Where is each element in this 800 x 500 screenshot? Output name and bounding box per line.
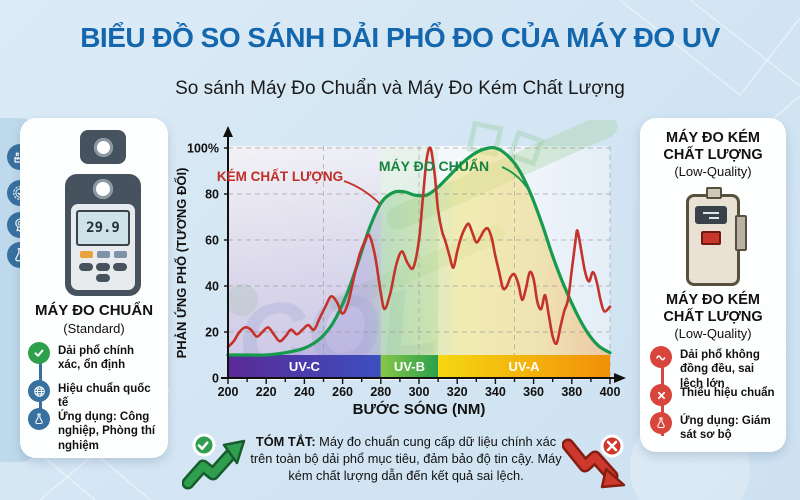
summary-text: TÓM TẮT: Máy đo chuẩn cung cấp dữ liệu c… (250, 434, 562, 483)
lowquality-subtitle-top: (Low-Quality) (674, 164, 752, 179)
series-standard (226, 145, 612, 357)
svg-text:UV-B: UV-B (394, 359, 425, 374)
band-UV-C (228, 355, 381, 378)
meter-buttons (71, 251, 135, 258)
svg-text:200: 200 (218, 385, 239, 399)
feature-text: Ứng dụng: Giám sát sơ bộ (680, 415, 771, 442)
svg-text:260: 260 (332, 385, 353, 399)
lowquality-title: MÁY ĐO KÉM CHẤT LƯỢNG (663, 292, 763, 325)
page-title: BIỂU ĐỒ SO SÁNH DẢI PHỔ ĐO CỦA MÁY ĐO UV (80, 22, 720, 53)
trend-down-icon (562, 434, 626, 489)
svg-text:UV-A: UV-A (509, 359, 541, 374)
spectrum-chart-svg: COL UV-CUV-BUV-A200220240260280300320340… (174, 114, 626, 418)
svg-text:280: 280 (370, 385, 391, 399)
lowquality-subtitle: (Low-Quality) (674, 326, 752, 341)
x-axis-label: BƯỚC SÓNG (NM) (353, 400, 486, 418)
globe-icon (28, 380, 50, 402)
svg-text:60: 60 (205, 234, 219, 248)
svg-text:80: 80 (205, 188, 219, 202)
flask-icon (650, 412, 672, 434)
feature-text: Hiệu chuẩn quốc tế (58, 383, 151, 410)
band-UV-A (438, 355, 610, 378)
svg-text:220: 220 (256, 385, 277, 399)
meter-keys (71, 263, 135, 282)
svg-text:320: 320 (447, 385, 468, 399)
flask-icon (28, 408, 50, 430)
feature-text: Dải phổ chính xác, ổn định (58, 345, 135, 372)
svg-text:100%: 100% (187, 142, 219, 156)
svg-text:380: 380 (561, 385, 582, 399)
x-icon (650, 384, 672, 406)
summary-label: TÓM TẮT: (255, 434, 316, 449)
svg-text:40: 40 (205, 280, 219, 294)
standard-meter-title: MÁY ĐO CHUẨN (34, 302, 154, 319)
svg-text:20: 20 (205, 326, 219, 340)
svg-text:340: 340 (485, 385, 506, 399)
legend-standard: MÁY ĐO CHUẨN (379, 157, 489, 174)
meter-lcd: 29.9 (76, 210, 130, 246)
svg-text:360: 360 (523, 385, 544, 399)
lowquality-screen (695, 206, 727, 224)
svg-text:240: 240 (294, 385, 315, 399)
wave-icon (650, 346, 672, 368)
standard-meter-panel: 29.9 MÁY ĐO CHUẨN (Standard) Dải phổ chí… (20, 118, 168, 458)
lowquality-title-top: MÁY ĐO KÉM CHẤT LƯỢNG (663, 130, 763, 163)
meter-sensor (93, 179, 113, 199)
sensor-cap-image (80, 130, 126, 164)
trend-up-icon (182, 433, 246, 490)
band-UV-B (380, 355, 439, 378)
sensor-lens (93, 137, 113, 157)
feature-text: Dải phổ không đồng đều, sai lệch lớn (680, 349, 760, 390)
check-icon (28, 342, 50, 364)
svg-text:0: 0 (212, 372, 219, 386)
svg-text:300: 300 (409, 385, 430, 399)
meter-face: 29.9 (71, 204, 135, 290)
feature-text: Ứng dụng: Công nghiệp, Phòng thí nghiệm (58, 411, 156, 452)
standard-meter-image: 29.9 (65, 174, 141, 296)
lowquality-meter-image (686, 187, 747, 286)
y-axis-label: PHẢN ỨNG PHỔ (TƯƠNG ĐỐI) (174, 168, 189, 359)
legend-lowquality: KÉM CHẤT LƯỢNG (217, 169, 343, 184)
lowquality-meter-panel: MÁY ĐO KÉM CHẤT LƯỢNG (Low-Quality) MÁY … (640, 118, 786, 452)
spectrum-chart: COL UV-CUV-BUV-A200220240260280300320340… (172, 114, 632, 425)
standard-meter-subtitle: (Standard) (63, 321, 125, 336)
svg-text:UV-C: UV-C (289, 359, 321, 374)
lowquality-red-button (701, 231, 721, 245)
feature-text: Thiếu hiệu chuẩn (680, 387, 775, 399)
page-subtitle: So sánh Máy Đo Chuẩn và Máy Đo Kém Chất … (175, 78, 625, 99)
series-lowquality (226, 146, 612, 349)
svg-text:400: 400 (600, 385, 621, 399)
